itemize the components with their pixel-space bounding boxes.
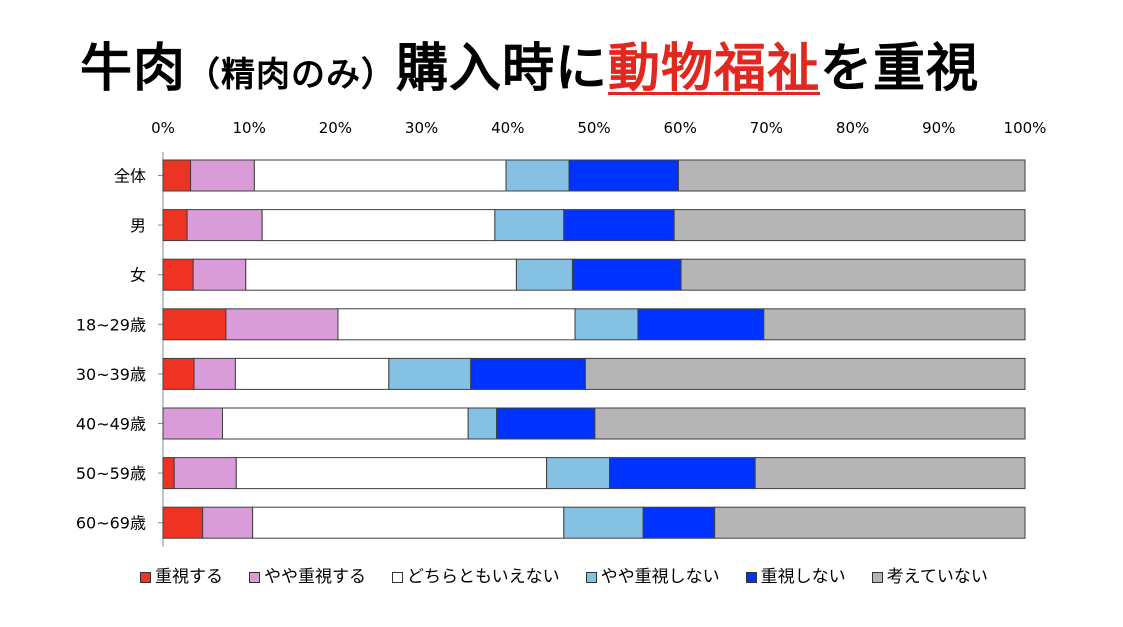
- bar-segment: [337, 308, 576, 341]
- legend-label: やや重視しない: [600, 567, 720, 587]
- bar-segment: [193, 357, 236, 390]
- bar-segment: [162, 506, 204, 539]
- chart-legend: 重視する やや重視する どちらともいえない やや重視しない 重視しない 考えていない: [140, 566, 988, 588]
- bar-segment: [505, 159, 570, 192]
- bar-segment: [763, 308, 1026, 341]
- x-tick-label: 10%: [233, 119, 266, 137]
- bar-segment: [637, 308, 765, 341]
- legend-label: どちらともいえない: [407, 567, 560, 587]
- legend-label: やや重視する: [264, 567, 366, 587]
- bar-segment: [234, 357, 390, 390]
- category-label: 女: [130, 266, 146, 285]
- legend-swatch: [871, 571, 883, 583]
- x-tick-label: 40%: [491, 119, 524, 137]
- bar-segment: [261, 209, 496, 242]
- category-label: 全体: [114, 167, 146, 186]
- legend-label: 考えていない: [886, 567, 988, 587]
- bar-segment: [642, 506, 716, 539]
- title-highlight: 動物福祉: [608, 39, 821, 99]
- bar-segment: [714, 506, 1026, 539]
- bar-segment: [253, 159, 507, 192]
- title-part-4: を重視: [820, 39, 980, 99]
- bar-segment: [673, 209, 1026, 242]
- x-tick-label: 60%: [664, 119, 697, 137]
- bar-segment: [494, 209, 565, 242]
- bar-segment: [467, 407, 498, 440]
- legend-swatch: [249, 571, 260, 583]
- bar-segment: [571, 258, 682, 291]
- category-label: 男: [130, 216, 146, 235]
- bar-segment: [162, 407, 223, 440]
- bar-segment: [173, 457, 237, 490]
- bar-segment: [754, 457, 1026, 490]
- legend-item: 重視しない: [745, 566, 846, 588]
- legend-swatch: [392, 571, 403, 583]
- bar-segment: [162, 457, 175, 490]
- legend-label: 重視する: [155, 567, 223, 587]
- bar-segment: [563, 506, 644, 539]
- title-part-3: 購入時に: [396, 39, 609, 99]
- bar-segment: [563, 209, 675, 242]
- legend-item: 考えていない: [871, 566, 988, 588]
- legend-item: やや重視しない: [585, 566, 720, 588]
- bar-segment: [546, 457, 611, 490]
- legend-item: 重視する: [140, 566, 223, 588]
- category-label: 50~59歳: [76, 464, 146, 483]
- bar-segment: [584, 357, 1026, 390]
- bar-segment: [470, 357, 586, 390]
- bar-segment: [515, 258, 573, 291]
- legend-label: 重視しない: [760, 567, 846, 587]
- bar-segment: [680, 258, 1026, 291]
- legend-swatch: [585, 571, 597, 583]
- bar-segment: [225, 308, 339, 341]
- bar-segment: [186, 209, 263, 242]
- x-tick-label: 80%: [836, 119, 869, 137]
- bar-segment: [221, 407, 469, 440]
- title-part-1: 牛肉: [80, 39, 187, 99]
- bar-segment: [677, 159, 1026, 192]
- bar-segment: [162, 209, 188, 242]
- bar-segment: [162, 258, 194, 291]
- legend-item: やや重視する: [249, 566, 366, 588]
- bar-segment: [192, 258, 247, 291]
- bar-segment: [235, 457, 548, 490]
- bar-segment: [609, 457, 756, 490]
- x-tick-label: 50%: [577, 119, 610, 137]
- category-label: 60~69歳: [76, 514, 146, 533]
- bar-segment: [190, 159, 255, 192]
- legend-item: どちらともいえない: [392, 566, 560, 588]
- x-tick-label: 30%: [405, 119, 438, 137]
- bar-segment: [568, 159, 679, 192]
- bar-segment: [252, 506, 565, 539]
- category-label: 18~29歳: [76, 315, 146, 334]
- x-tick-label: 20%: [319, 119, 352, 137]
- chart-title: 牛肉（精肉のみ）購入時に動物福祉を重視: [80, 34, 979, 114]
- bar-segment: [245, 258, 517, 291]
- bar-segment: [388, 357, 472, 390]
- title-part-2: （精肉のみ）: [186, 55, 397, 95]
- category-label: 30~39歳: [76, 365, 146, 384]
- bar-segment: [162, 159, 192, 192]
- bar-segment: [594, 407, 1026, 440]
- bar-segment: [162, 308, 227, 341]
- legend-swatch: [745, 571, 757, 583]
- legend-swatch: [140, 571, 151, 583]
- x-tick-label: 90%: [922, 119, 955, 137]
- x-tick-label: 70%: [750, 119, 783, 137]
- x-tick-label: 100%: [1004, 119, 1047, 137]
- category-label: 40~49歳: [76, 415, 146, 434]
- bar-segment: [162, 357, 195, 390]
- x-tick-label: 0%: [151, 119, 175, 137]
- bar-segment: [574, 308, 639, 341]
- bar-segment: [496, 407, 596, 440]
- bar-segment: [202, 506, 254, 539]
